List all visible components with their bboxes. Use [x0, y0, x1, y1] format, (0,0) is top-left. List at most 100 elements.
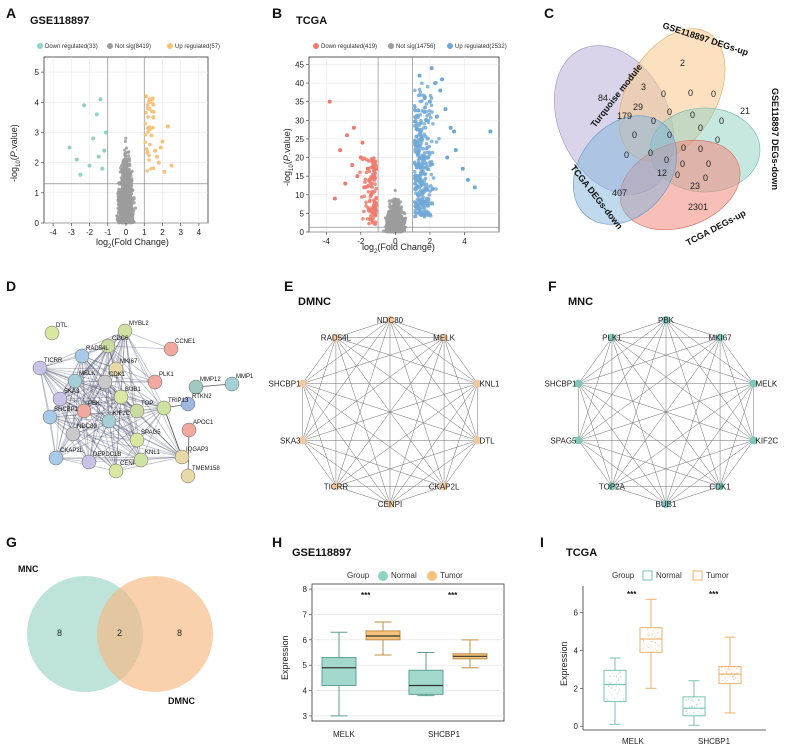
- network-edge: [578, 319, 667, 441]
- network-edge: [578, 337, 721, 384]
- y-tick-label: 4: [574, 646, 579, 655]
- ppi-node: [180, 396, 196, 412]
- up-point: [426, 167, 430, 172]
- jitter-point: [720, 667, 722, 669]
- ns-point: [395, 213, 399, 217]
- up-point: [448, 125, 453, 130]
- ppi-node: [108, 463, 124, 479]
- up-point: [416, 153, 420, 158]
- ns-point: [392, 224, 396, 228]
- ppi-edge: [88, 330, 126, 463]
- jitter-point: [646, 633, 649, 635]
- ppi-edge: [83, 345, 109, 412]
- ppi-node: [117, 323, 133, 339]
- ns-point: [122, 182, 126, 186]
- down-point: [359, 195, 364, 199]
- ns-point: [386, 212, 391, 216]
- up-point: [418, 99, 422, 104]
- panel-b-ylabel-paren: (: [282, 161, 292, 164]
- venn-count: 0: [688, 88, 693, 98]
- jitter-point: [610, 687, 612, 689]
- ns-point: [132, 196, 136, 200]
- up-point: [413, 208, 417, 213]
- network-edge: [578, 337, 613, 441]
- venn-count: 407: [612, 188, 627, 198]
- ppi-node: [48, 450, 64, 466]
- up-point: [413, 140, 418, 145]
- ns-point: [387, 229, 392, 233]
- jitter-point: [699, 714, 701, 717]
- panel-h-y-ticks: 3 4 5 6 7 8: [303, 585, 312, 721]
- network-node-label: DTL: [479, 436, 495, 445]
- ns-point: [387, 199, 391, 203]
- jitter-point: [698, 699, 700, 701]
- panel-letter-f: F: [548, 278, 557, 294]
- ppi-node-label: APOC1: [193, 420, 214, 426]
- jitter-point: [609, 675, 611, 677]
- ppi-node-label: KIF2C: [113, 411, 131, 417]
- ppi-edge: [108, 420, 117, 472]
- box-body: [682, 696, 706, 717]
- down-point: [373, 182, 377, 187]
- ppi-node: [133, 452, 149, 468]
- jitter-point: [690, 698, 692, 700]
- down-point: [371, 216, 375, 221]
- ppi-node: [174, 449, 190, 465]
- x-tick-label: 0: [124, 228, 129, 237]
- y-tick-label: 5: [300, 209, 305, 218]
- ns-point: [131, 220, 135, 224]
- jitter-point: [617, 679, 620, 681]
- network-edge: [302, 440, 445, 487]
- ppi-edge: [124, 330, 165, 409]
- panel-h-xtick-melk: MELK: [333, 730, 355, 739]
- ppi-edge: [107, 345, 165, 409]
- up-point: [437, 136, 441, 141]
- venn-circle-dmnc: [97, 576, 213, 692]
- x-tick-label: 0: [393, 237, 398, 246]
- ppi-node-label: DEPDC1B: [93, 452, 121, 458]
- down-point: [361, 216, 365, 221]
- box-body: [718, 666, 742, 685]
- down-point: [96, 154, 101, 159]
- network-node: [386, 316, 394, 324]
- jitter-point: [686, 700, 688, 702]
- panel-b-ylabel-sub: 10: [289, 164, 295, 171]
- ppi-edge: [81, 355, 165, 409]
- ppi-node-label: DTL: [56, 323, 68, 329]
- ppi-edge: [107, 345, 172, 350]
- network-edge: [611, 337, 754, 384]
- ppi-edge: [124, 330, 156, 383]
- ppi-edge: [81, 355, 110, 422]
- ppi-edge: [55, 398, 61, 459]
- down-point: [374, 201, 378, 206]
- panel-e-nodes: NDC80 MELK KNL1 DTL CKAP2L CENPI TICRR SKA3 SHCB…: [268, 316, 500, 509]
- ns-point: [125, 186, 130, 190]
- network-edge: [719, 337, 754, 384]
- down-point: [350, 162, 355, 167]
- jitter-point: [605, 697, 607, 699]
- jitter-point: [724, 677, 726, 679]
- panel-letter-e: E: [284, 278, 293, 294]
- jitter-point: [615, 681, 618, 683]
- up-point: [414, 165, 419, 170]
- ppi-edge: [72, 345, 109, 435]
- up-point: [147, 125, 152, 129]
- down-point: [364, 170, 369, 175]
- ns-point: [126, 196, 130, 200]
- up-point: [429, 66, 434, 71]
- jitter-point: [619, 675, 621, 678]
- jitter-point: [617, 691, 619, 693]
- ppi-edge: [39, 367, 85, 412]
- x-tick-label: 3: [178, 228, 183, 237]
- up-point: [146, 115, 150, 119]
- y-tick-label: 6: [303, 636, 308, 645]
- jitter-point: [737, 672, 739, 674]
- ns-point: [386, 219, 390, 223]
- network-node-label: NDC80: [377, 316, 404, 325]
- jitter-point: [658, 645, 660, 647]
- ppi-edge: [72, 380, 76, 435]
- jitter-point: [657, 631, 659, 634]
- ppi-edge: [39, 355, 83, 369]
- ppi-edge: [72, 433, 142, 461]
- ns-point: [129, 171, 133, 175]
